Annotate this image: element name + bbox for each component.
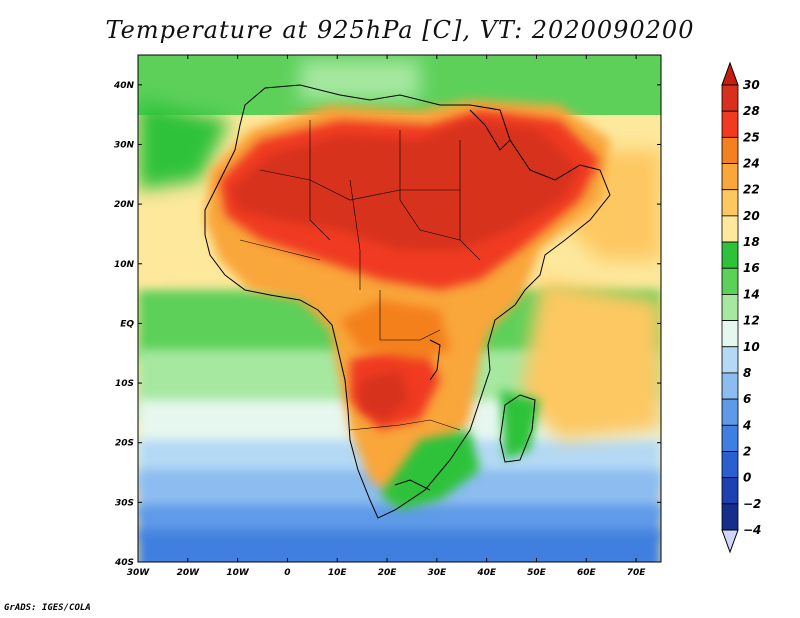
colorbar-label: 25 <box>743 130 760 144</box>
lon-tick-label: 30W <box>127 568 151 578</box>
grads-credit: GrADS: IGES/COLA <box>4 603 91 613</box>
country-borders <box>239 120 481 431</box>
colorbar-under-triangle <box>721 529 739 554</box>
colorbar-label: 22 <box>743 183 760 197</box>
colorbar-label: 28 <box>743 104 760 118</box>
colorbar-swatch <box>721 163 739 191</box>
lat-tick-label: 30N <box>114 140 135 150</box>
colorbar-swatch <box>721 84 739 112</box>
lon-tick-label: 40E <box>476 568 497 578</box>
lat-tick-label: 10N <box>114 260 135 270</box>
colorbar-label: 6 <box>743 392 751 406</box>
lat-tick-label: 20N <box>114 200 135 210</box>
colorbar-swatch <box>721 346 739 374</box>
lon-tick-label: 0 <box>284 568 290 578</box>
plot-frame <box>137 54 662 563</box>
colorbar-swatch <box>721 294 739 321</box>
lat-tick-label: 40S <box>114 558 134 568</box>
colorbar-label: −4 <box>743 523 761 537</box>
colorbar-swatch <box>721 110 739 138</box>
colorbar-label: 8 <box>743 366 751 380</box>
lon-tick-label: 20E <box>378 568 398 578</box>
lon-tick-label: 60E <box>577 568 597 578</box>
lat-tick-label: 30S <box>115 498 134 508</box>
lat-tick-label: EQ <box>120 319 134 329</box>
colorbar-label: 0 <box>743 471 751 485</box>
colorbar-label: 18 <box>743 235 760 249</box>
colorbar-swatch <box>721 320 739 348</box>
lon-tick-label: 30E <box>428 568 448 578</box>
coastlines <box>204 84 611 519</box>
colorbar-swatch <box>721 451 739 479</box>
colorbar-label: 12 <box>743 314 760 328</box>
colorbar-swatch <box>721 267 739 295</box>
colorbar-label: 4 <box>742 418 751 432</box>
colorbar-label: −2 <box>743 497 761 511</box>
lat-tick-label: 20S <box>115 439 134 449</box>
lon-tick-label: 10E <box>328 568 348 578</box>
lon-tick-label: 20W <box>177 568 201 578</box>
lon-tick-label: 10W <box>226 568 250 578</box>
temperature-field <box>138 55 661 562</box>
colorbar-swatch <box>721 477 739 505</box>
colorbar-swatch <box>721 398 739 426</box>
colorbar-swatch <box>721 241 739 269</box>
lon-tick-label: 50E <box>527 568 547 578</box>
lat-tick-label: 10S <box>115 379 134 389</box>
lat-tick-label: 40N <box>113 81 135 91</box>
colorbar-swatch <box>721 424 739 452</box>
colorbar-label: 20 <box>743 209 760 223</box>
lon-tick-label: 70E <box>627 568 647 578</box>
colorbar-swatch <box>721 189 739 217</box>
colorbar-swatch <box>721 372 739 400</box>
colorbar-swatch <box>721 215 739 243</box>
map-title: Temperature at 925hPa [C], VT: 202009020… <box>105 16 695 44</box>
colorbar-label: 16 <box>743 261 760 275</box>
colorbar-label: 14 <box>743 287 760 301</box>
colorbar-swatch <box>721 503 739 531</box>
colorbar-label: 30 <box>743 78 760 92</box>
colorbar-label: 24 <box>743 157 760 171</box>
colorbar-over-triangle <box>721 61 739 86</box>
colorbar-label: 2 <box>743 444 751 458</box>
colorbar-swatch <box>721 136 739 164</box>
colorbar-label: 10 <box>743 340 760 354</box>
